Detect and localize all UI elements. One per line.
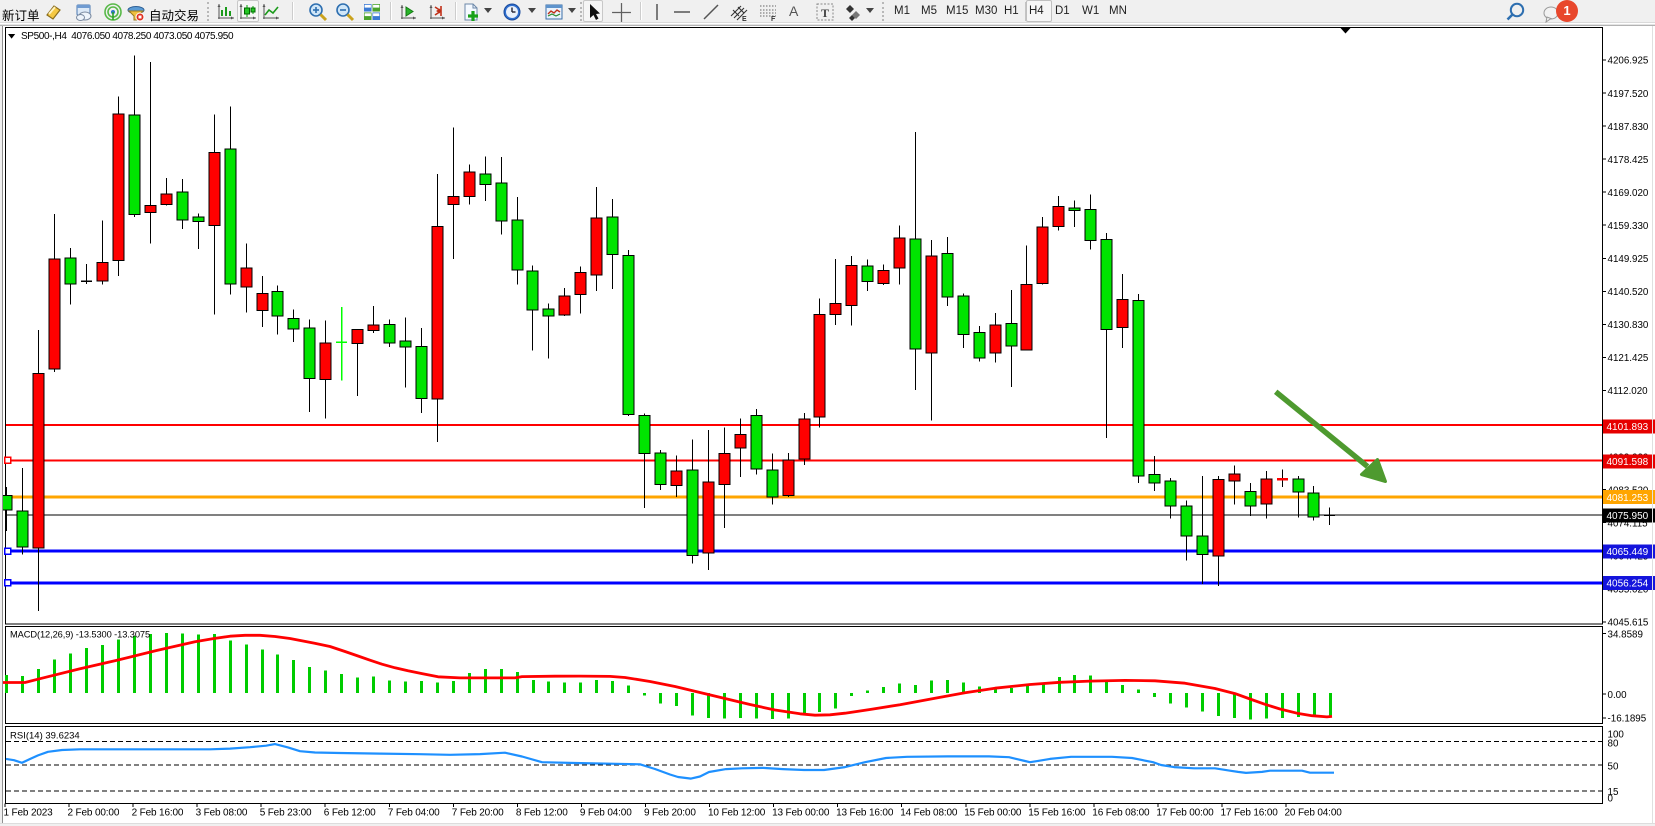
svg-text:13 Feb 16:00: 13 Feb 16:00: [836, 808, 894, 819]
svg-text:17 Feb 16:00: 17 Feb 16:00: [1221, 808, 1279, 819]
svg-text:15: 15: [1608, 787, 1619, 798]
svg-text:5 Feb 23:00: 5 Feb 23:00: [260, 808, 312, 819]
svg-text:9 Feb 20:00: 9 Feb 20:00: [644, 808, 696, 819]
svg-text:T: T: [821, 6, 829, 20]
svg-text:4091.598: 4091.598: [1607, 457, 1649, 468]
svg-text:9 Feb 04:00: 9 Feb 04:00: [580, 808, 632, 819]
svg-text:4112.020: 4112.020: [1608, 386, 1649, 397]
svg-text:4197.520: 4197.520: [1608, 89, 1649, 100]
svg-text:2 Feb 16:00: 2 Feb 16:00: [132, 808, 184, 819]
svg-text:17 Feb 00:00: 17 Feb 00:00: [1156, 808, 1214, 819]
svg-text:F: F: [771, 16, 776, 22]
svg-text:1 Feb 2023: 1 Feb 2023: [4, 808, 54, 819]
svg-text:4159.330: 4159.330: [1608, 221, 1649, 232]
svg-text:4065.449: 4065.449: [1607, 547, 1649, 558]
svg-text:4206.925: 4206.925: [1608, 56, 1649, 67]
svg-text:4121.425: 4121.425: [1608, 353, 1649, 364]
svg-text:0: 0: [1608, 793, 1614, 804]
svg-text:4169.020: 4169.020: [1608, 188, 1649, 199]
svg-text:8 Feb 12:00: 8 Feb 12:00: [516, 808, 568, 819]
svg-text:2 Feb 00:00: 2 Feb 00:00: [68, 808, 120, 819]
svg-text:15 Feb 16:00: 15 Feb 16:00: [1028, 808, 1086, 819]
svg-text:4130.830: 4130.830: [1608, 320, 1649, 331]
svg-text:MACD(12,26,9) -13.5300 -13.307: MACD(12,26,9) -13.5300 -13.3075: [10, 630, 150, 640]
svg-text:4081.253: 4081.253: [1607, 493, 1649, 504]
svg-text:16 Feb 08:00: 16 Feb 08:00: [1092, 808, 1150, 819]
svg-text:4149.925: 4149.925: [1608, 254, 1649, 265]
svg-text:4055.020: 4055.020: [1608, 585, 1649, 596]
svg-text:6 Feb 12:00: 6 Feb 12:00: [324, 808, 376, 819]
svg-text:E: E: [742, 16, 747, 22]
svg-text:SP500-,H4 4076.050 4078.250 4: SP500-,H4 4076.050 4078.250 4073.050 407…: [21, 31, 234, 42]
svg-text:RSI(14) 39.6234: RSI(14) 39.6234: [10, 731, 80, 742]
svg-text:4074.115: 4074.115: [1608, 518, 1649, 529]
svg-text:80: 80: [1608, 739, 1619, 750]
svg-text:34.8589: 34.8589: [1608, 629, 1643, 640]
svg-text:4178.425: 4178.425: [1608, 155, 1649, 166]
svg-text:0.00: 0.00: [1608, 690, 1628, 701]
svg-text:13 Feb 00:00: 13 Feb 00:00: [772, 808, 830, 819]
svg-text:7 Feb 04:00: 7 Feb 04:00: [388, 808, 440, 819]
svg-text:50: 50: [1608, 762, 1619, 773]
svg-text:4187.830: 4187.830: [1608, 122, 1649, 133]
svg-text:4075.950: 4075.950: [1607, 511, 1649, 522]
svg-text:-16.1895: -16.1895: [1608, 714, 1647, 725]
svg-text:7 Feb 20:00: 7 Feb 20:00: [452, 808, 504, 819]
svg-text:20 Feb 04:00: 20 Feb 04:00: [1285, 808, 1343, 819]
svg-text:4045.615: 4045.615: [1608, 618, 1649, 629]
svg-text:10 Feb 12:00: 10 Feb 12:00: [708, 808, 766, 819]
svg-text:15 Feb 00:00: 15 Feb 00:00: [964, 808, 1022, 819]
svg-text:4140.520: 4140.520: [1608, 287, 1649, 298]
svg-text:14 Feb 08:00: 14 Feb 08:00: [900, 808, 958, 819]
svg-text:4101.893: 4101.893: [1607, 422, 1649, 433]
svg-text:3 Feb 08:00: 3 Feb 08:00: [196, 808, 248, 819]
svg-text:100: 100: [1608, 730, 1625, 741]
svg-text:4056.254: 4056.254: [1607, 579, 1649, 590]
